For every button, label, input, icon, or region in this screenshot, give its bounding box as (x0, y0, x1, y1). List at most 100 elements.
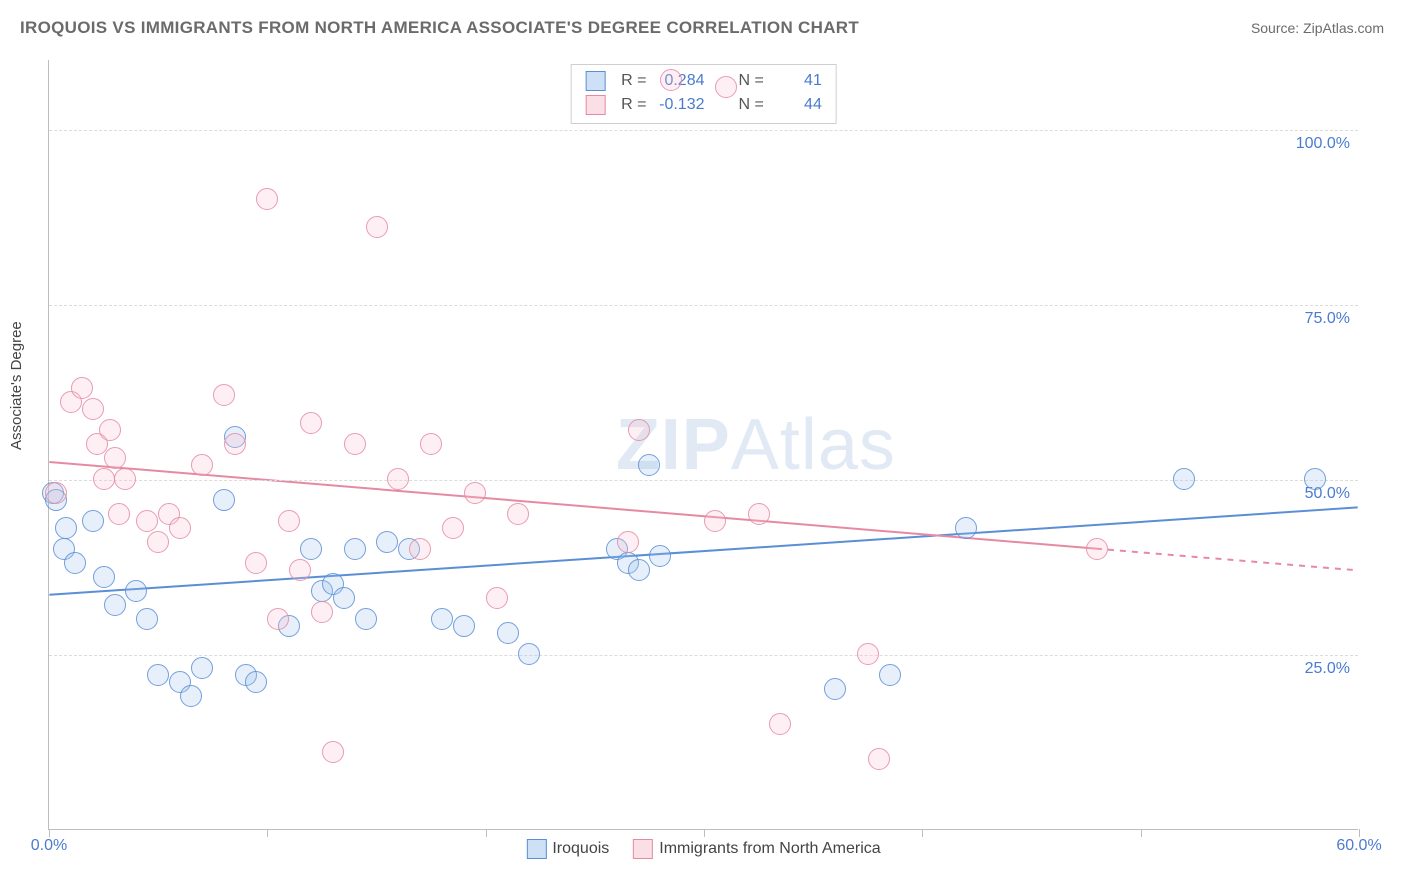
legend-swatch-immigrants (585, 95, 605, 115)
data-point-iroquois (136, 608, 158, 630)
data-point-immigrants (486, 587, 508, 609)
gridline (49, 130, 1358, 131)
data-point-immigrants (289, 559, 311, 581)
data-point-immigrants (507, 503, 529, 525)
data-point-iroquois (125, 580, 147, 602)
x-tick (267, 829, 268, 837)
data-point-iroquois (1173, 468, 1195, 490)
correlation-legend-box: R = 0.284N = 41R = -0.132 N = 44 (570, 64, 837, 124)
x-tick (704, 829, 705, 837)
legend-swatch-immigrants (633, 839, 653, 859)
series-legend: Iroquois Immigrants from North America (526, 839, 880, 859)
data-point-immigrants (704, 510, 726, 532)
gridline (49, 305, 1358, 306)
legend-swatch-iroquois (585, 71, 605, 91)
data-point-immigrants (213, 384, 235, 406)
data-point-immigrants (748, 503, 770, 525)
data-point-iroquois (333, 587, 355, 609)
data-point-immigrants (715, 76, 737, 98)
data-point-immigrants (224, 433, 246, 455)
legend-swatch-iroquois (526, 839, 546, 859)
n-value-immigrants: 44 (774, 93, 822, 117)
data-point-iroquois (376, 531, 398, 553)
chart-title: IROQUOIS VS IMMIGRANTS FROM NORTH AMERIC… (20, 18, 859, 38)
legend-label-iroquois: Iroquois (552, 840, 609, 857)
data-point-immigrants (99, 419, 121, 441)
data-point-immigrants (267, 608, 289, 630)
data-point-iroquois (497, 622, 519, 644)
data-point-iroquois (180, 685, 202, 707)
n-label: N = (739, 69, 764, 93)
data-point-iroquois (213, 489, 235, 511)
data-point-iroquois (431, 608, 453, 630)
y-tick-label: 75.0% (1303, 310, 1352, 328)
data-point-immigrants (245, 552, 267, 574)
data-point-immigrants (387, 468, 409, 490)
data-point-immigrants (147, 531, 169, 553)
data-point-immigrants (660, 69, 682, 91)
r-label: R = (621, 69, 646, 93)
data-point-immigrants (311, 601, 333, 623)
x-tick (486, 829, 487, 837)
legend-row-immigrants: R = -0.132 N = 44 (585, 93, 822, 117)
data-point-immigrants (868, 748, 890, 770)
n-label: N = (739, 93, 764, 117)
data-point-iroquois (191, 657, 213, 679)
y-tick-label: 25.0% (1303, 660, 1352, 678)
data-point-immigrants (45, 482, 67, 504)
data-point-iroquois (147, 664, 169, 686)
r-value-immigrants: -0.132 (657, 93, 705, 117)
data-point-immigrants (366, 216, 388, 238)
source-attribution: Source: ZipAtlas.com (1251, 20, 1384, 36)
data-point-iroquois (64, 552, 86, 574)
data-point-iroquois (1304, 468, 1326, 490)
legend-label-immigrants: Immigrants from North America (659, 840, 880, 857)
legend-item-iroquois: Iroquois (526, 839, 609, 859)
y-axis-label: Associate's Degree (8, 321, 25, 450)
data-point-immigrants (82, 398, 104, 420)
data-point-immigrants (256, 188, 278, 210)
x-tick-label: 60.0% (1336, 837, 1381, 855)
data-point-iroquois (638, 454, 660, 476)
data-point-iroquois (453, 615, 475, 637)
data-point-immigrants (420, 433, 442, 455)
legend-row-iroquois: R = 0.284N = 41 (585, 69, 822, 93)
x-tick (49, 829, 50, 837)
data-point-iroquois (93, 566, 115, 588)
data-point-immigrants (136, 510, 158, 532)
data-point-iroquois (355, 608, 377, 630)
gridline (49, 480, 1358, 481)
scatter-plot: ZIPAtlas R = 0.284N = 41R = -0.132N = 44… (48, 60, 1358, 830)
data-point-immigrants (617, 531, 639, 553)
data-point-immigrants (344, 433, 366, 455)
data-point-immigrants (191, 454, 213, 476)
r-label: R = (621, 93, 646, 117)
x-tick (1359, 829, 1360, 837)
data-point-iroquois (955, 517, 977, 539)
data-point-iroquois (628, 559, 650, 581)
legend-item-immigrants: Immigrants from North America (633, 839, 880, 859)
data-point-iroquois (300, 538, 322, 560)
x-tick (922, 829, 923, 837)
data-point-iroquois (879, 664, 901, 686)
data-point-immigrants (104, 447, 126, 469)
data-point-iroquois (55, 517, 77, 539)
y-tick-label: 100.0% (1294, 135, 1352, 153)
n-value-iroquois: 41 (774, 69, 822, 93)
data-point-immigrants (108, 503, 130, 525)
data-point-iroquois (824, 678, 846, 700)
data-point-iroquois (344, 538, 366, 560)
data-point-immigrants (322, 741, 344, 763)
data-point-immigrants (857, 643, 879, 665)
data-point-iroquois (245, 671, 267, 693)
data-point-immigrants (628, 419, 650, 441)
x-tick-label: 0.0% (31, 837, 67, 855)
data-point-immigrants (300, 412, 322, 434)
trendline-immigrants-dashed (1096, 549, 1358, 571)
data-point-immigrants (71, 377, 93, 399)
data-point-immigrants (278, 510, 300, 532)
data-point-immigrants (464, 482, 486, 504)
data-point-immigrants (169, 517, 191, 539)
data-point-iroquois (518, 643, 540, 665)
data-point-immigrants (114, 468, 136, 490)
